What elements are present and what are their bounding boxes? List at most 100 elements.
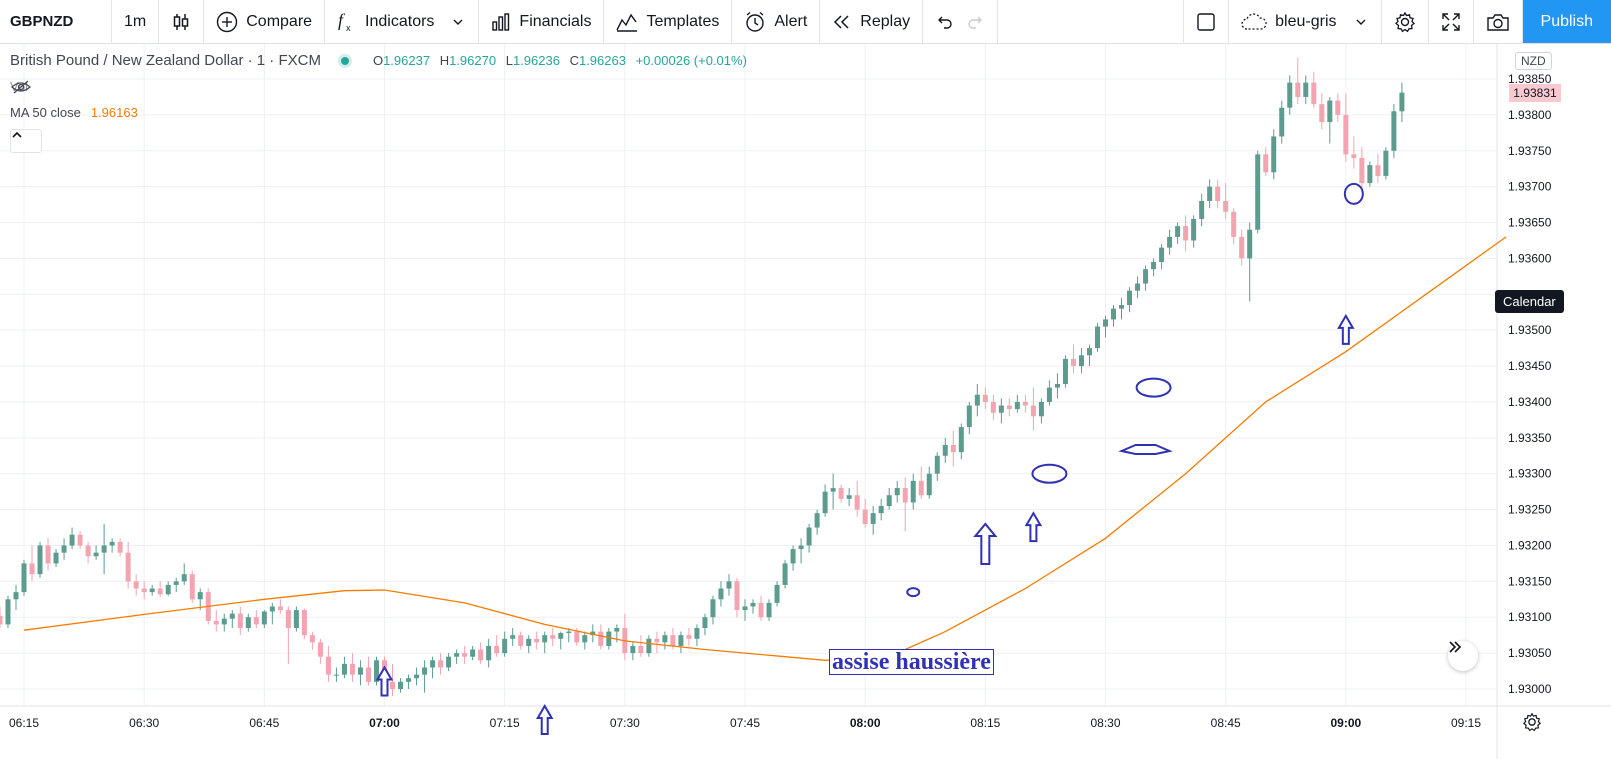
candle-body [598, 631, 604, 646]
candle-body [806, 527, 812, 546]
square-icon [1197, 12, 1215, 31]
candle-body [974, 394, 980, 406]
price-chart[interactable]: 1.93000 1.93050 1.93100 1.93150 1.93200 1.932… [0, 44, 1611, 759]
candle-body [5, 599, 11, 625]
svg-text:x: x [346, 23, 351, 33]
arrow-up-annotation [973, 522, 998, 565]
candle-body [558, 633, 564, 639]
templates-button[interactable]: Templates [604, 0, 733, 43]
scroll-to-realtime-button[interactable] [1448, 641, 1478, 671]
time-tick-label: 07:15 [490, 716, 520, 730]
candle-body [1295, 82, 1301, 97]
candle-body [718, 588, 724, 600]
interval-button[interactable]: 1m [112, 0, 160, 43]
candle-body [926, 473, 932, 496]
compare-button[interactable]: Compare [204, 0, 326, 43]
plus-circle-icon [217, 11, 238, 32]
candle-body [357, 667, 363, 675]
price-tick-label: 1.93750 [1508, 144, 1552, 158]
candle-body [45, 545, 51, 564]
symbol-search-button[interactable]: GBPNZD [0, 0, 112, 43]
settings-button[interactable] [1382, 0, 1429, 43]
arrow-up-annotation [375, 665, 394, 697]
alert-button[interactable]: Alert [732, 0, 821, 43]
publish-button[interactable]: Publish [1522, 0, 1611, 43]
candle-body [734, 581, 740, 611]
chart-type-button[interactable] [159, 0, 205, 43]
candle-body [333, 674, 339, 676]
candle-body [133, 581, 139, 589]
layout-select-button[interactable] [1184, 0, 1230, 43]
financials-button[interactable]: Financials [479, 0, 605, 43]
layout-name-button[interactable]: bleu-gris [1229, 0, 1382, 43]
candle-body [654, 638, 660, 643]
interval-label: 1m [124, 12, 147, 30]
candle-body [261, 611, 267, 625]
replay-button[interactable]: Replay [820, 0, 924, 43]
candle-body [550, 635, 556, 639]
candle-body [341, 663, 347, 675]
currency-badge[interactable]: NZD [1515, 52, 1552, 70]
candle-body [1359, 157, 1365, 184]
candle-body [918, 480, 924, 496]
indicators-label: Indicators [365, 12, 435, 30]
candle-body [518, 635, 524, 646]
fullscreen-button[interactable] [1429, 0, 1474, 43]
price-tick-label: 1.93250 [1508, 503, 1552, 517]
eye-hidden-icon[interactable] [10, 79, 32, 95]
chart-area[interactable]: 1.93000 1.93050 1.93100 1.93150 1.93200 1.932… [0, 44, 1611, 759]
arrow-up-annotation [535, 704, 554, 735]
candles-icon [173, 13, 189, 30]
candle-body [646, 638, 652, 654]
candle-body [478, 649, 484, 661]
candle-body [157, 588, 163, 595]
legend-ma[interactable]: MA 50 close 1.96163 [10, 105, 138, 120]
candle-body [365, 667, 371, 682]
candle-body [774, 584, 780, 603]
candle-body [373, 660, 379, 682]
price-tick-label: 1.93600 [1508, 251, 1552, 265]
candle-body [149, 588, 155, 593]
candle-body [934, 455, 940, 474]
candle-body [1351, 154, 1357, 158]
candle-body [1183, 226, 1189, 241]
candle-body [61, 545, 67, 553]
candle-body [1175, 226, 1181, 237]
redo-icon[interactable] [967, 14, 985, 30]
circle-annotation [906, 587, 921, 598]
candle-body [430, 660, 436, 668]
candle-body [1287, 82, 1293, 108]
current-price-tag: 1.93831 [1509, 84, 1561, 102]
candle-body [486, 645, 492, 661]
candle-body [950, 445, 956, 453]
price-tick-label: 1.93150 [1508, 574, 1552, 588]
collapse-legend-button[interactable] [10, 129, 42, 153]
candle-body [1119, 305, 1125, 309]
undo-redo-group [923, 0, 999, 43]
candle-body [269, 606, 275, 612]
candle-body [1311, 82, 1317, 105]
candle-body [37, 545, 43, 575]
alert-label: Alert [774, 12, 808, 30]
snapshot-button[interactable] [1474, 0, 1523, 43]
candle-body [77, 534, 83, 546]
candle-body [301, 610, 307, 636]
candle-body [101, 545, 107, 553]
ma-line [23, 236, 1507, 661]
arrow-up-annotation [1024, 511, 1043, 543]
candle-body [406, 678, 412, 682]
candle-body [309, 635, 315, 643]
toolbar-spacer [998, 0, 1185, 43]
candle-body [69, 534, 75, 546]
time-tick-label: 06:15 [9, 716, 39, 730]
legend-volume[interactable]: Vol [10, 79, 31, 94]
instrument-title[interactable]: British Pound / New Zealand Dollar · 1 ·… [10, 52, 321, 69]
annotation-label[interactable]: assise haussière [829, 649, 994, 675]
time-tick-label: 06:45 [249, 716, 279, 730]
candle-body [141, 588, 147, 593]
undo-icon[interactable] [935, 14, 953, 30]
candle-body [678, 635, 684, 646]
